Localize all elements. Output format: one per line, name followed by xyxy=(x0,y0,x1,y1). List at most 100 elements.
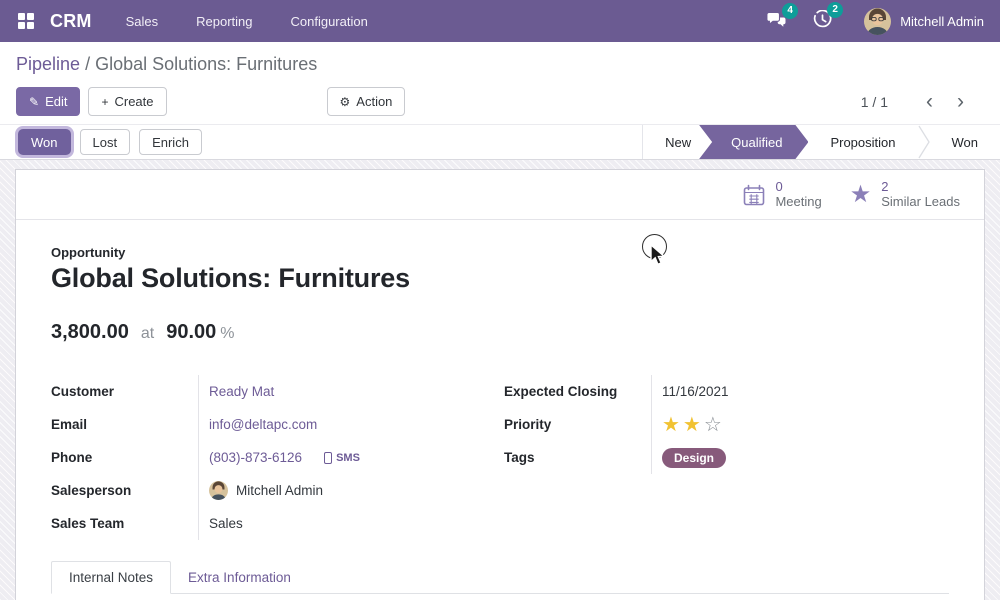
email-link[interactable]: info@deltapc.com xyxy=(209,417,318,432)
stage-separator-icon xyxy=(917,125,930,159)
app-name[interactable]: CRM xyxy=(50,10,92,31)
empty-star-icon: ☆ xyxy=(703,413,725,436)
salesperson-value: Mitchell Admin xyxy=(236,483,324,498)
filled-stars-icon: ★★ xyxy=(662,413,704,436)
record-sheet: 0 Meeting ★ 2 Similar Leads Opportunity … xyxy=(15,169,985,600)
stage-qualified-active[interactable]: Qualified xyxy=(699,125,808,159)
breadcrumb-pipeline-link[interactable]: Pipeline xyxy=(16,54,81,74)
email-field-row: Email info@deltapc.com xyxy=(51,408,504,441)
mobile-icon xyxy=(324,451,333,464)
stat-button-row: 0 Meeting ★ 2 Similar Leads xyxy=(16,170,984,220)
action-button[interactable]: ⚙ Action xyxy=(326,87,406,116)
chevron-right-icon: › xyxy=(957,90,964,113)
salesperson-label: Salesperson xyxy=(51,483,132,498)
priority-label: Priority xyxy=(504,417,552,432)
probability-value: 90.00 xyxy=(166,321,217,343)
edit-button-label: Edit xyxy=(45,94,68,109)
customer-link[interactable]: Ready Mat xyxy=(209,384,275,399)
mark-lost-button[interactable]: Lost xyxy=(79,129,131,155)
chat-bubbles-icon xyxy=(766,11,787,31)
stage-pipeline: New Qualified Proposition Won xyxy=(642,125,1000,159)
create-button[interactable]: + Create xyxy=(88,87,167,116)
messages-badge: 4 xyxy=(782,3,799,19)
pager: 1 / 1 ‹ › xyxy=(861,91,984,112)
priority-stars[interactable]: ★★☆ xyxy=(662,415,725,435)
tab-internal-notes[interactable]: Internal Notes xyxy=(51,561,172,594)
tab-extra-information[interactable]: Extra Information xyxy=(188,570,291,585)
breadcrumb-separator: / xyxy=(85,54,91,74)
field-column-left: Customer Ready Mat Email info@deltapc.co… xyxy=(51,375,504,540)
expected-revenue-value: 3,800.00 xyxy=(51,321,129,343)
sales-team-label: Sales Team xyxy=(51,516,125,531)
expected-closing-field-row: Expected Closing 11/16/2021 xyxy=(504,375,949,408)
star-icon: ★ xyxy=(849,180,872,208)
expected-revenue-row: 3,800.00 at 90.00 % xyxy=(51,321,949,344)
main-menu: Sales Reporting Configuration xyxy=(126,14,368,29)
similar-leads-count: 2 xyxy=(881,178,889,194)
meeting-stat-button[interactable]: 0 Meeting xyxy=(729,170,835,219)
user-avatar xyxy=(864,7,892,35)
create-button-label: Create xyxy=(114,94,154,109)
field-grid: Customer Ready Mat Email info@deltapc.co… xyxy=(51,375,949,540)
tag-design: Design xyxy=(662,447,727,468)
top-navbar: CRM Sales Reporting Configuration 4 xyxy=(0,0,1000,42)
sales-team-value: Sales xyxy=(209,516,243,531)
activities-button[interactable]: 2 xyxy=(811,2,844,34)
field-column-right: Expected Closing 11/16/2021 Priority ★★☆… xyxy=(504,375,949,540)
pencil-icon: ✎ xyxy=(29,94,40,109)
form-view-background: 0 Meeting ★ 2 Similar Leads Opportunity … xyxy=(0,160,1000,600)
breadcrumb: Pipeline / Global Solutions: Furnitures xyxy=(16,54,984,75)
control-panel: Pipeline / Global Solutions: Furnitures … xyxy=(0,42,1000,124)
calendar-icon xyxy=(743,184,765,206)
action-button-label: Action xyxy=(356,94,393,109)
similar-leads-label: Similar Leads xyxy=(881,193,960,209)
messages-button[interactable]: 4 xyxy=(764,3,799,33)
tags-field-row: Tags Design xyxy=(504,441,949,474)
pager-counter: 1 / 1 xyxy=(860,93,888,110)
tags-label: Tags xyxy=(504,450,535,465)
expected-closing-label: Expected Closing xyxy=(504,384,618,399)
meeting-label: Meeting xyxy=(775,193,822,209)
apps-grid-icon xyxy=(18,13,34,29)
meeting-count: 0 xyxy=(775,178,783,194)
breadcrumb-current: Global Solutions: Furnitures xyxy=(95,54,318,74)
similar-leads-stat-button[interactable]: ★ 2 Similar Leads xyxy=(836,170,974,219)
apps-menu-button[interactable] xyxy=(12,7,40,35)
statusbar: Won Lost Enrich New Qualified Propositio… xyxy=(0,124,1000,160)
sales-team-field-row: Sales Team Sales xyxy=(51,507,504,540)
chevron-left-icon: ‹ xyxy=(926,90,933,113)
salesperson-field-row: Salesperson M xyxy=(51,474,504,507)
activity-clock-icon xyxy=(813,9,832,32)
stage-won[interactable]: Won xyxy=(929,125,1000,159)
plus-icon: + xyxy=(101,94,109,109)
customer-field-row: Customer Ready Mat xyxy=(51,375,504,408)
stage-proposition[interactable]: Proposition xyxy=(808,125,918,159)
expected-closing-value: 11/16/2021 xyxy=(662,384,729,399)
sms-button[interactable]: SMS xyxy=(324,451,360,464)
pager-next-button[interactable]: › xyxy=(945,91,976,112)
email-label: Email xyxy=(51,417,88,432)
pager-previous-button[interactable]: ‹ xyxy=(914,91,945,112)
phone-field-row: Phone (803)-873-6126 SMS xyxy=(51,441,504,474)
stage-new[interactable]: New xyxy=(643,125,714,159)
enrich-button[interactable]: Enrich xyxy=(139,129,202,155)
notebook-tabs: Internal Notes Extra Information xyxy=(51,561,949,594)
user-menu[interactable]: Mitchell Admin xyxy=(864,7,984,35)
salesperson-avatar xyxy=(209,481,228,500)
edit-button[interactable]: ✎ Edit xyxy=(16,87,81,116)
percent-sign: % xyxy=(220,325,235,342)
menu-sales[interactable]: Sales xyxy=(125,13,159,29)
user-name: Mitchell Admin xyxy=(900,13,984,29)
customer-label: Customer xyxy=(51,384,115,399)
gear-icon: ⚙ xyxy=(339,94,351,109)
phone-label: Phone xyxy=(51,450,93,465)
phone-link[interactable]: (803)-873-6126 xyxy=(209,450,303,465)
mouse-cursor xyxy=(649,243,666,272)
opportunity-title: Global Solutions: Furnitures xyxy=(51,263,410,293)
menu-reporting[interactable]: Reporting xyxy=(196,13,253,29)
mark-won-button[interactable]: Won xyxy=(18,129,71,155)
at-label: at xyxy=(140,325,155,342)
record-type-label: Opportunity xyxy=(51,245,126,260)
menu-configuration[interactable]: Configuration xyxy=(290,13,368,29)
